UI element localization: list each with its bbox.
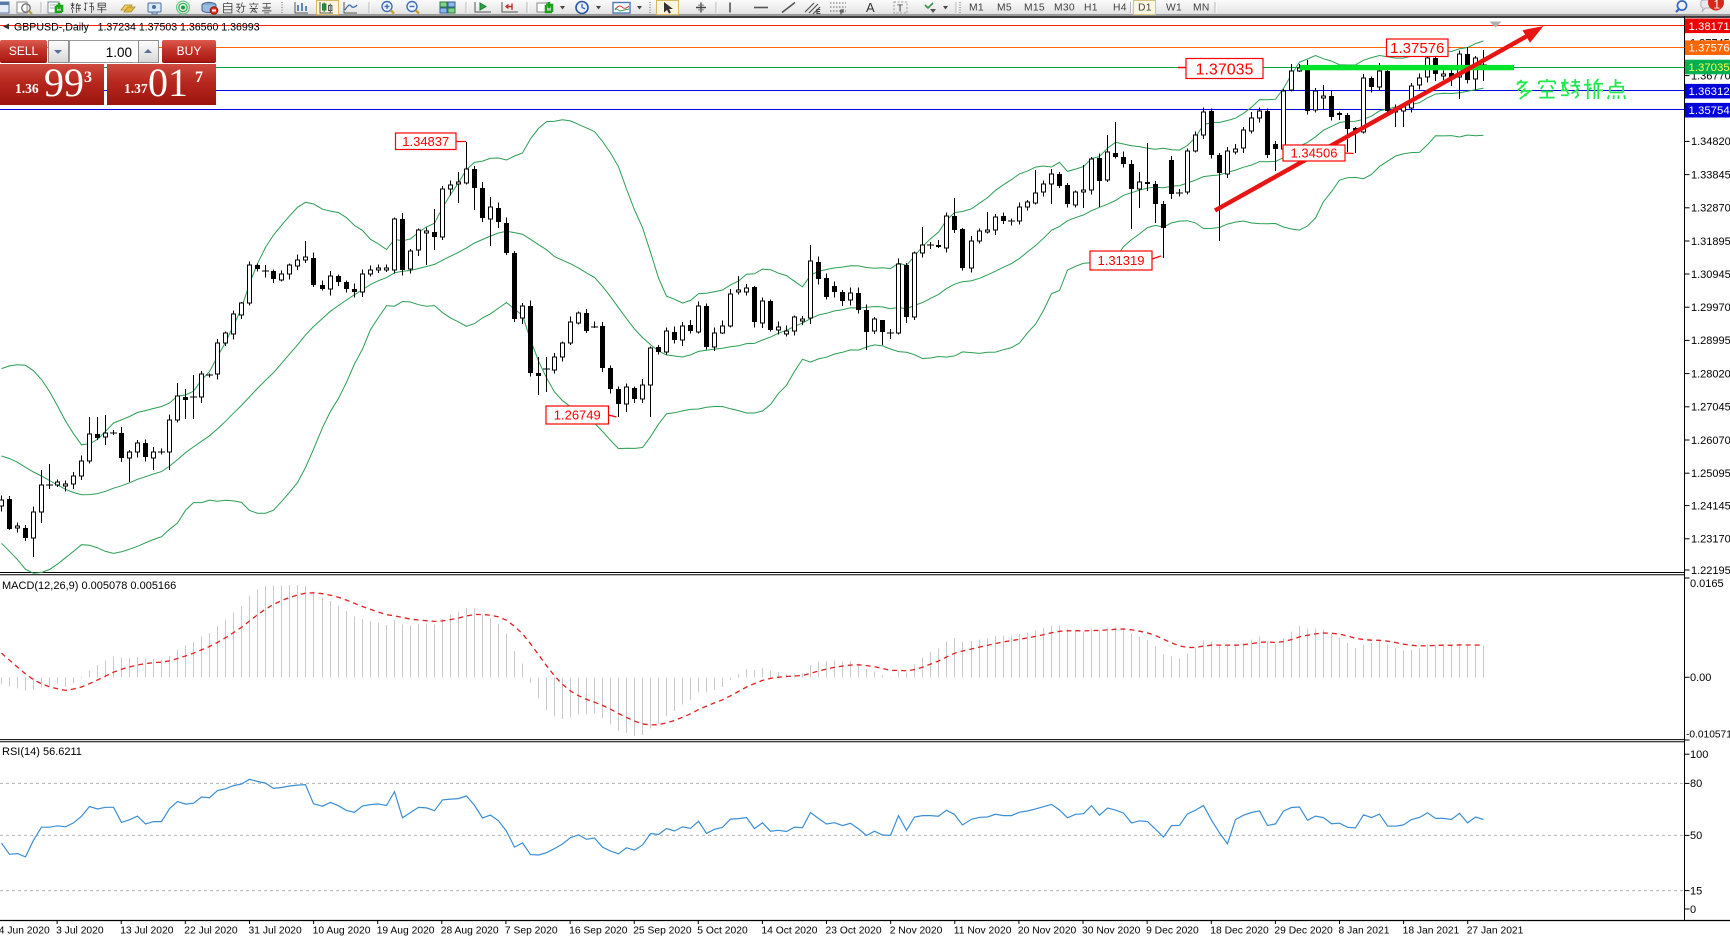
svg-text:1.31319: 1.31319 — [1098, 253, 1145, 268]
svg-text:1.28995: 1.28995 — [1691, 335, 1730, 347]
svg-text:11 Nov 2020: 11 Nov 2020 — [954, 926, 1012, 937]
svg-text:1: 1 — [1713, 0, 1720, 12]
svg-text:1.35754: 1.35754 — [1689, 105, 1730, 117]
svg-text:1.36312: 1.36312 — [1689, 86, 1730, 98]
svg-text:3 Jul 2020: 3 Jul 2020 — [56, 926, 104, 937]
svg-text:23 Oct 2020: 23 Oct 2020 — [826, 926, 882, 937]
svg-text:24 Jun 2020: 24 Jun 2020 — [0, 926, 50, 937]
svg-text:H1: H1 — [1084, 3, 1098, 14]
svg-text:1.26749: 1.26749 — [554, 408, 601, 423]
svg-text:1.37576: 1.37576 — [1689, 43, 1730, 55]
svg-text:E: E — [816, 9, 821, 16]
svg-text:M30: M30 — [1054, 3, 1075, 14]
svg-text:A: A — [866, 0, 875, 15]
svg-text:MACD(12,26,9) 0.005078 0.00516: MACD(12,26,9) 0.005078 0.005166 — [2, 580, 176, 592]
svg-text:1.38171: 1.38171 — [1689, 21, 1730, 33]
svg-text:T: T — [897, 4, 903, 15]
svg-text:5 Oct 2020: 5 Oct 2020 — [697, 926, 748, 937]
svg-text:30 Nov 2020: 30 Nov 2020 — [1082, 926, 1141, 937]
svg-text:1.32870: 1.32870 — [1691, 203, 1730, 215]
svg-text:1.24145: 1.24145 — [1691, 500, 1730, 512]
svg-text:1.22195: 1.22195 — [1691, 565, 1730, 577]
svg-text:F: F — [840, 10, 845, 17]
svg-text:MN: MN — [1193, 3, 1210, 14]
svg-text:1.27045: 1.27045 — [1691, 402, 1730, 414]
svg-text:W1: W1 — [1166, 3, 1182, 14]
svg-text:31 Jul 2020: 31 Jul 2020 — [249, 926, 303, 937]
svg-text:1.23170: 1.23170 — [1691, 534, 1730, 546]
svg-text:M15: M15 — [1024, 3, 1045, 14]
svg-text:50: 50 — [1690, 830, 1702, 842]
svg-text:1.31895: 1.31895 — [1691, 236, 1730, 248]
svg-text:15: 15 — [1690, 885, 1702, 897]
svg-text:1.30945: 1.30945 — [1691, 269, 1730, 281]
svg-text:8 Jan 2021: 8 Jan 2021 — [1339, 926, 1390, 937]
svg-text:9 Dec 2020: 9 Dec 2020 — [1146, 926, 1199, 937]
svg-text:M1: M1 — [969, 3, 984, 14]
svg-text:22 Jul 2020: 22 Jul 2020 — [184, 926, 238, 937]
svg-text:80: 80 — [1690, 778, 1702, 790]
svg-text:-0.010571: -0.010571 — [1686, 730, 1730, 741]
svg-text:13 Jul 2020: 13 Jul 2020 — [120, 926, 174, 937]
svg-text:25 Sep 2020: 25 Sep 2020 — [633, 926, 692, 937]
svg-text:1.26070: 1.26070 — [1691, 435, 1730, 447]
svg-text:0.0165: 0.0165 — [1690, 578, 1724, 590]
svg-text:1.37035: 1.37035 — [1196, 61, 1254, 78]
svg-text:1.29970: 1.29970 — [1691, 302, 1730, 314]
svg-text:1.37035: 1.37035 — [1689, 62, 1730, 74]
svg-text:1.25095: 1.25095 — [1691, 468, 1730, 480]
svg-text:H4: H4 — [1113, 3, 1127, 14]
svg-text:18 Jan 2021: 18 Jan 2021 — [1403, 926, 1460, 937]
svg-text:1.34506: 1.34506 — [1291, 146, 1338, 161]
svg-text:0: 0 — [1690, 904, 1696, 916]
svg-text:18 Dec 2020: 18 Dec 2020 — [1210, 926, 1269, 937]
svg-text:M5: M5 — [997, 3, 1012, 14]
svg-text:2 Nov 2020: 2 Nov 2020 — [890, 926, 943, 937]
svg-text:1.37576: 1.37576 — [1390, 40, 1444, 57]
svg-text:1.34837: 1.34837 — [402, 134, 449, 149]
svg-text:1.33845: 1.33845 — [1691, 169, 1730, 181]
svg-text:0.00: 0.00 — [1690, 672, 1711, 684]
svg-text:19 Aug 2020: 19 Aug 2020 — [377, 926, 435, 937]
svg-text:D1: D1 — [1138, 3, 1152, 14]
svg-text:10 Aug 2020: 10 Aug 2020 — [313, 926, 371, 937]
svg-text:1.28020: 1.28020 — [1691, 368, 1730, 380]
svg-text:1.34820: 1.34820 — [1691, 136, 1730, 148]
svg-text:16 Sep 2020: 16 Sep 2020 — [569, 926, 628, 937]
svg-text:GBPUSD-,Daily 1.37234 1.3750: GBPUSD-,Daily 1.37234 1.37503 1.36560 1.… — [14, 22, 260, 34]
svg-text:7 Sep 2020: 7 Sep 2020 — [505, 926, 558, 937]
svg-text:14 Oct 2020: 14 Oct 2020 — [761, 926, 817, 937]
svg-text:100: 100 — [1690, 749, 1708, 761]
svg-text:29 Dec 2020: 29 Dec 2020 — [1274, 926, 1333, 937]
svg-text:20 Nov 2020: 20 Nov 2020 — [1018, 926, 1077, 937]
svg-text:RSI(14) 56.6211: RSI(14) 56.6211 — [2, 746, 82, 758]
svg-text:27 Jan 2021: 27 Jan 2021 — [1467, 926, 1524, 937]
svg-text:28 Aug 2020: 28 Aug 2020 — [441, 926, 499, 937]
